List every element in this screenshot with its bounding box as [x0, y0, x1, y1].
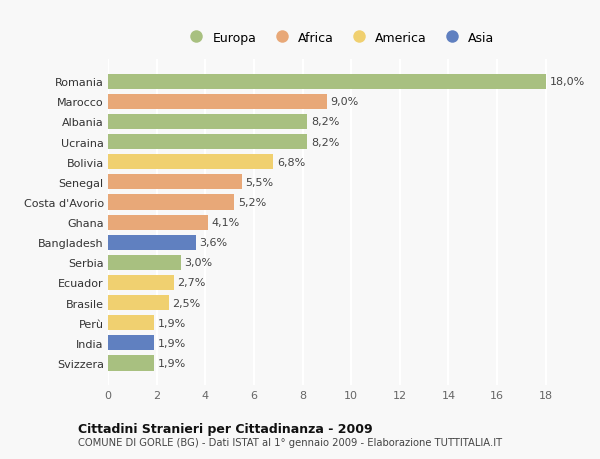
Text: 8,2%: 8,2% — [311, 117, 340, 127]
Text: 1,9%: 1,9% — [158, 358, 186, 368]
Text: 3,0%: 3,0% — [185, 258, 213, 268]
Bar — [108, 155, 274, 170]
Text: Cittadini Stranieri per Cittadinanza - 2009: Cittadini Stranieri per Cittadinanza - 2… — [78, 422, 373, 436]
Bar — [108, 275, 173, 291]
Bar — [108, 195, 235, 210]
Text: 9,0%: 9,0% — [331, 97, 359, 107]
Text: 2,7%: 2,7% — [178, 278, 206, 288]
Bar — [108, 135, 307, 150]
Text: 2,5%: 2,5% — [172, 298, 200, 308]
Bar — [108, 115, 307, 130]
Text: 6,8%: 6,8% — [277, 157, 305, 168]
Text: COMUNE DI GORLE (BG) - Dati ISTAT al 1° gennaio 2009 - Elaborazione TUTTITALIA.I: COMUNE DI GORLE (BG) - Dati ISTAT al 1° … — [78, 437, 502, 447]
Bar — [108, 74, 545, 90]
Text: 3,6%: 3,6% — [199, 238, 227, 248]
Text: 4,1%: 4,1% — [211, 218, 239, 228]
Text: 5,2%: 5,2% — [238, 197, 266, 207]
Bar — [108, 356, 154, 371]
Legend: Europa, Africa, America, Asia: Europa, Africa, America, Asia — [179, 27, 499, 50]
Text: 1,9%: 1,9% — [158, 338, 186, 348]
Bar — [108, 175, 242, 190]
Text: 5,5%: 5,5% — [245, 178, 274, 187]
Bar — [108, 255, 181, 270]
Bar — [108, 315, 154, 330]
Bar — [108, 296, 169, 310]
Bar — [108, 215, 208, 230]
Bar — [108, 95, 327, 110]
Text: 18,0%: 18,0% — [550, 77, 584, 87]
Text: 8,2%: 8,2% — [311, 137, 340, 147]
Bar — [108, 336, 154, 351]
Text: 1,9%: 1,9% — [158, 318, 186, 328]
Bar — [108, 235, 196, 250]
